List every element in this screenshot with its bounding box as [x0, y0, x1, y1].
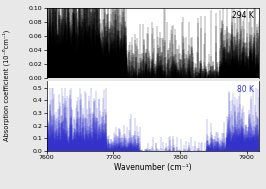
Text: Absorption coefficient (10⁻⁶cm⁻¹): Absorption coefficient (10⁻⁶cm⁻¹) [2, 29, 10, 141]
Text: 294 K: 294 K [232, 11, 254, 20]
Text: 80 K: 80 K [237, 85, 254, 94]
X-axis label: Wavenumber (cm⁻¹): Wavenumber (cm⁻¹) [114, 163, 192, 172]
